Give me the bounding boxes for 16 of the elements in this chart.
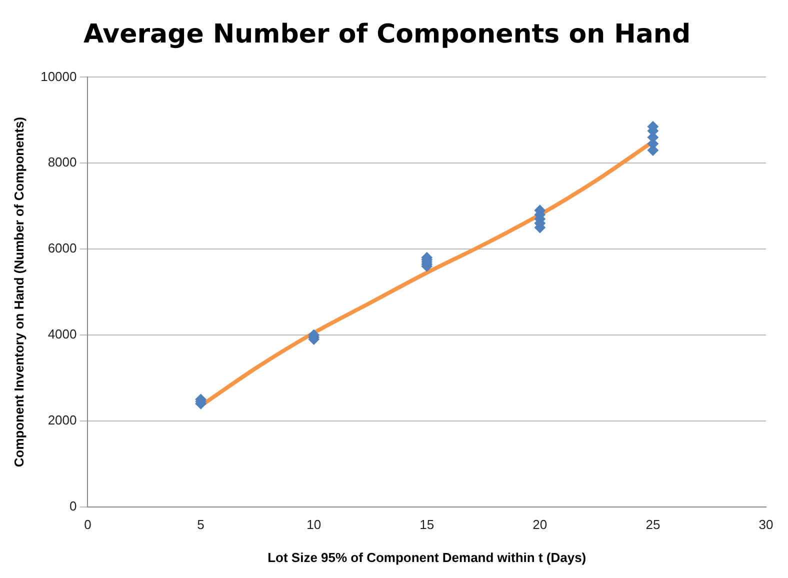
x-tick-label: 25	[646, 517, 660, 532]
y-tick-label: 2000	[48, 412, 77, 428]
chart-title: Average Number of Components on Hand	[83, 19, 691, 50]
y-tick-label: 6000	[48, 240, 77, 256]
y-tick-label: 0	[70, 498, 77, 514]
x-tick-label: 15	[420, 517, 434, 532]
x-tick-label: 30	[758, 517, 774, 532]
y-tick-label: 8000	[48, 154, 77, 170]
y-axis-title: Component Inventory on Hand (Number of Components)	[11, 116, 26, 468]
x-tick-label: 0	[84, 517, 92, 532]
x-tick-label: 10	[306, 517, 322, 532]
x-tick-label: 5	[197, 517, 204, 532]
x-axis-title: Lot Size 95% of Component Demand within t (Days)	[268, 550, 586, 565]
y-tick-label: 4000	[48, 326, 77, 342]
y-tick-label: 10000	[40, 68, 77, 84]
x-tick-label: 20	[532, 517, 548, 532]
